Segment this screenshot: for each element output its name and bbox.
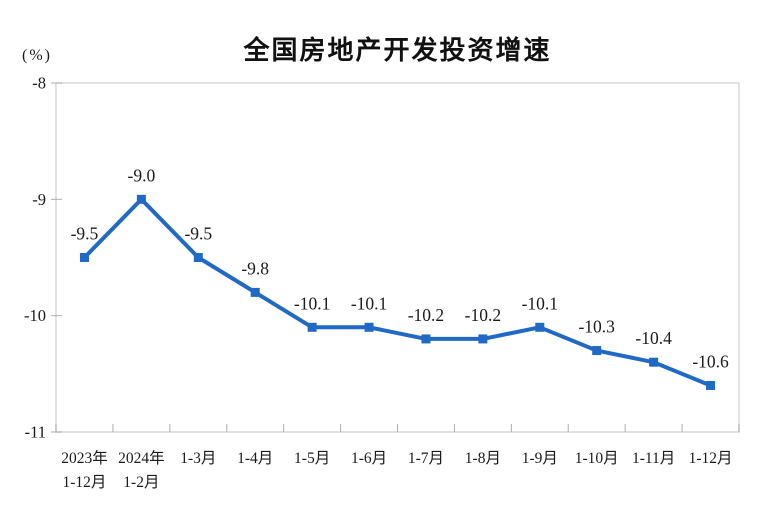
y-axis-unit-label: (%) bbox=[22, 47, 52, 64]
x-axis-label: 1-7月 bbox=[408, 450, 444, 467]
data-point bbox=[478, 334, 488, 344]
data-point bbox=[136, 194, 146, 204]
x-axis-label: 1-6月 bbox=[351, 450, 387, 467]
plot-area bbox=[55, 82, 740, 433]
x-axis-label: 2024年 1-2月 bbox=[118, 449, 165, 491]
data-point-label: -9.5 bbox=[184, 224, 212, 244]
data-point-label: -9.0 bbox=[128, 165, 156, 185]
x-axis-label: 1-3月 bbox=[180, 450, 216, 467]
data-point-label: -9.5 bbox=[71, 224, 99, 244]
data-point bbox=[250, 287, 260, 297]
data-point bbox=[592, 346, 602, 356]
x-axis-label: 1-4月 bbox=[237, 450, 273, 467]
chart-title: 全国房地产开发投资增速 bbox=[243, 35, 552, 65]
data-point bbox=[364, 322, 374, 332]
data-point-label: -9.8 bbox=[241, 258, 269, 278]
data-point-label: -10.4 bbox=[635, 328, 672, 348]
data-point-label: -10.1 bbox=[522, 293, 558, 313]
data-point bbox=[706, 380, 716, 390]
data-point bbox=[79, 253, 89, 262]
data-point-label: -10.1 bbox=[294, 293, 330, 313]
data-point-label: -10.2 bbox=[408, 305, 444, 325]
data-point-label: -10.1 bbox=[351, 293, 387, 313]
x-axis-label: 1-9月 bbox=[522, 450, 558, 467]
data-point bbox=[649, 357, 659, 367]
data-point bbox=[307, 322, 317, 332]
x-axis-label: 2023年 1-12月 bbox=[61, 449, 108, 491]
data-point bbox=[421, 334, 431, 344]
x-axis-label: 1-5月 bbox=[294, 450, 330, 467]
y-axis-label: -9 bbox=[32, 190, 46, 209]
y-axis-label: -11 bbox=[25, 423, 46, 442]
x-axis-label: 1-8月 bbox=[465, 450, 501, 467]
data-point-label: -10.3 bbox=[578, 317, 615, 337]
trend-line bbox=[82, 197, 713, 388]
x-axis-label: 1-11月 bbox=[632, 450, 675, 467]
data-point-label: -10.6 bbox=[692, 351, 729, 371]
data-point bbox=[193, 253, 203, 262]
x-axis-label: 1-12月 bbox=[689, 450, 733, 467]
x-axis-label: 1-10月 bbox=[575, 450, 619, 467]
data-point-label: -10.2 bbox=[465, 305, 501, 325]
data-point bbox=[535, 322, 545, 332]
y-axis-label: -8 bbox=[32, 74, 46, 93]
y-axis-label: -10 bbox=[24, 306, 46, 325]
